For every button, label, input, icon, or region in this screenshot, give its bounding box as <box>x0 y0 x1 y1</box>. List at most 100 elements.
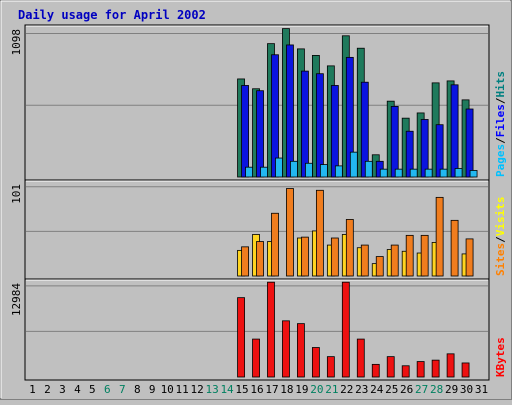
bar-kbytes-day-22 <box>341 281 350 378</box>
bar-pages-day-18 <box>290 160 298 178</box>
bar-kbytes-day-15 <box>237 297 245 378</box>
bar-kbytes-day-19 <box>297 323 305 378</box>
bar-files-day-19 <box>301 70 309 178</box>
panel-visits: 101 Sites/Visits <box>10 179 507 280</box>
day-label-1: 1 <box>29 383 36 396</box>
legend-separator: / <box>494 137 507 144</box>
bar-pages-day-24 <box>379 168 388 178</box>
legend-files: Files <box>494 104 507 137</box>
bar-sites-day-17 <box>271 212 279 277</box>
bar-sites-day-19 <box>301 236 309 277</box>
day-label-26: 26 <box>400 383 413 396</box>
bar-sites-day-24 <box>375 256 384 277</box>
day-label-8: 8 <box>134 383 141 396</box>
panel-hits: 1098 Pages/Files/Hits <box>10 24 507 181</box>
bar-sites-day-27 <box>420 234 429 277</box>
bar-sites-day-25 <box>390 244 399 277</box>
chart-panels: 1098Pages/Files/Hits101Sites/Visits12984… <box>10 24 507 381</box>
bar-pages-day-16 <box>260 166 268 178</box>
panel-kbytes-ymax-label: 12984 <box>10 283 23 316</box>
chart-title: Daily usage for April 2002 <box>18 8 206 22</box>
day-label-17: 17 <box>265 383 278 396</box>
day-label-6: 6 <box>104 383 111 396</box>
bar-files-day-22 <box>345 56 354 178</box>
day-label-3: 3 <box>59 383 66 396</box>
bar-pages-day-19 <box>305 162 313 178</box>
bar-pages-day-29 <box>454 168 463 178</box>
legend-visits: Visits <box>494 197 507 237</box>
bar-kbytes-day-24 <box>371 363 380 378</box>
bar-sites-day-29 <box>450 219 459 277</box>
bar-kbytes-day-20 <box>311 347 320 378</box>
bar-pages-day-21 <box>334 165 343 178</box>
day-label-21: 21 <box>325 383 338 396</box>
panel-hits-legend: Pages/Files/Hits <box>494 71 507 177</box>
legend-kbytes: KBytes <box>494 337 507 377</box>
day-label-19: 19 <box>295 383 308 396</box>
legend-separator: / <box>494 236 507 243</box>
bar-pages-day-23 <box>364 160 373 178</box>
panel-visits-ymax-label: 101 <box>10 184 23 204</box>
bar-kbytes-day-30 <box>461 362 470 378</box>
bar-kbytes-day-28 <box>431 359 440 378</box>
bar-files-day-18 <box>286 44 294 178</box>
panel-kbytes-legend: KBytes <box>494 337 507 377</box>
bar-pages-day-25 <box>394 168 403 178</box>
day-label-23: 23 <box>355 383 368 396</box>
day-label-22: 22 <box>340 383 353 396</box>
bar-kbytes-day-29 <box>446 353 455 378</box>
bar-files-day-30 <box>465 108 474 178</box>
bar-kbytes-day-18 <box>282 320 290 378</box>
bar-sites-day-20 <box>315 189 324 277</box>
bar-files-day-29 <box>450 84 459 178</box>
bar-files-day-16 <box>256 90 264 178</box>
bar-files-day-15 <box>241 85 249 178</box>
day-label-13: 13 <box>205 383 218 396</box>
bar-kbytes-day-17 <box>267 281 275 378</box>
bar-kbytes-day-26 <box>401 365 410 378</box>
day-labels: 1 2 3 4 5 6 7 8 9 10 11 12 13 14 15 16 17 18 19 20 21 22 23 24 2… <box>29 383 488 396</box>
day-label-31: 31 <box>475 383 488 396</box>
bar-sites-day-21 <box>330 237 339 277</box>
bar-pages-day-30 <box>469 170 478 178</box>
day-label-30: 30 <box>460 383 473 396</box>
day-label-14: 14 <box>220 383 234 396</box>
bar-pages-day-27 <box>424 168 433 178</box>
bar-files-day-17 <box>271 54 279 178</box>
series-kbytes <box>237 281 470 378</box>
day-label-27: 27 <box>415 383 428 396</box>
bar-kbytes-day-25 <box>386 356 395 378</box>
bar-sites-day-15 <box>241 246 249 277</box>
bar-sites-day-23 <box>360 244 369 277</box>
bar-files-day-27 <box>420 119 429 178</box>
bar-files-day-23 <box>360 81 369 178</box>
day-label-25: 25 <box>385 383 398 396</box>
bar-files-day-20 <box>315 73 324 178</box>
series-files <box>241 44 474 178</box>
bar-kbytes-day-16 <box>252 338 260 378</box>
day-label-4: 4 <box>74 383 81 396</box>
legend-pages: Pages <box>494 144 507 177</box>
bar-files-day-28 <box>435 124 444 178</box>
panel-visits-legend: Sites/Visits <box>494 197 507 277</box>
bar-pages-day-28 <box>439 168 448 178</box>
day-label-20: 20 <box>310 383 323 396</box>
bar-files-day-25 <box>390 105 399 178</box>
legend-separator: / <box>494 97 507 104</box>
legend-sites: Sites <box>494 243 507 276</box>
bar-pages-day-22 <box>349 151 358 178</box>
bar-sites-day-18 <box>286 188 294 277</box>
bar-sites-day-30 <box>465 238 474 277</box>
series-sites <box>241 188 474 277</box>
day-label-16: 16 <box>250 383 263 396</box>
day-label-9: 9 <box>149 383 156 396</box>
bar-sites-day-26 <box>405 234 414 277</box>
bar-files-day-21 <box>330 85 339 178</box>
day-label-2: 2 <box>44 383 51 396</box>
day-label-15: 15 <box>235 383 248 396</box>
bar-pages-day-15 <box>245 166 253 178</box>
bar-kbytes-day-27 <box>416 361 425 378</box>
panel-hits-ymax-label: 1098 <box>10 29 23 56</box>
